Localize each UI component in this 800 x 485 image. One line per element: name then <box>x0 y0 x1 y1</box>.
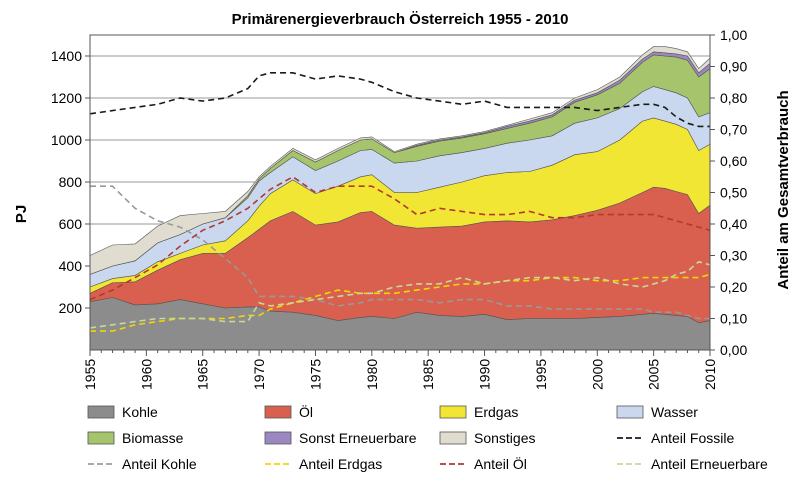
legend-swatch-erdgas <box>439 405 467 419</box>
y2-tick-label: 0,40 <box>720 216 747 232</box>
x-tick-label: 1995 <box>533 359 549 390</box>
y2-tick-label: 0,20 <box>720 279 747 295</box>
legend-swatch-sonstiges <box>439 431 467 445</box>
legend-label-oel: Öl <box>299 403 313 420</box>
y-tick-label: 1000 <box>51 132 82 148</box>
y2-tick-label: 0,00 <box>720 342 747 358</box>
y2-tick-label: 0,80 <box>720 90 747 106</box>
y-tick-label: 400 <box>59 258 83 274</box>
legend-label-sonstiges: Sonstiges <box>474 430 535 446</box>
x-tick-label: 1990 <box>477 359 493 390</box>
left-axis-ticks: 200 400 600 800 1000 1200 1400 <box>51 48 90 316</box>
line-anteil-fossile <box>89 72 710 128</box>
legend-label-sonst-erneuerbare: Sonst Erneuerbare <box>299 430 417 446</box>
x-tick-label: 1980 <box>364 359 380 390</box>
right-axis-ticks: 0,00 0,10 0,20 0,30 0,40 0,50 0,60 0,70 0,80 0,90… <box>710 27 747 358</box>
legend-label-anteil-fossile: Anteil Fossile <box>651 430 734 446</box>
y2-tick-label: 0,50 <box>720 185 747 201</box>
legend-label-anteil-erneuerbare: Anteil Erneuerbare <box>651 456 768 472</box>
y2-tick-label: 0,90 <box>720 59 747 75</box>
y-tick-label: 1200 <box>51 90 82 106</box>
legend-label-wasser: Wasser <box>651 404 698 420</box>
y-tick-label: 600 <box>59 216 83 232</box>
legend-swatch-wasser <box>616 405 644 419</box>
x-tick-label: 2005 <box>646 359 662 390</box>
plot-area <box>89 34 711 351</box>
y2-tick-label: 0,10 <box>720 311 747 327</box>
legend-label-anteil-oel: Anteil Öl <box>474 455 527 472</box>
legend-label-erdgas: Erdgas <box>474 404 518 420</box>
chart-title: Primärenergieverbrauch Österreich 1955 -… <box>232 11 569 28</box>
y2-tick-label: 0,70 <box>720 122 747 138</box>
y2-axis-label: Anteil am Gesamtverbrauch <box>775 90 792 289</box>
line-anteil-kohle <box>90 185 710 320</box>
legend-swatch-sonst-erneuerbare <box>264 431 292 445</box>
y-tick-label: 800 <box>59 174 83 190</box>
y2-tick-label: 0,30 <box>720 248 747 264</box>
y-tick-label: 1400 <box>51 48 82 64</box>
line-anteil-erdgas <box>90 273 711 332</box>
legend-swatch-biomasse <box>87 431 115 445</box>
y-tick-label: 200 <box>59 300 83 316</box>
x-tick-label: 1965 <box>195 359 211 390</box>
y2-tick-label: 0,60 <box>720 153 747 169</box>
legend: Kohle Öl Erdgas Wasser Biomasse Sonst Erneuer… <box>87 403 768 472</box>
share-lines <box>89 72 711 332</box>
line-anteil-oel <box>89 175 711 301</box>
line-anteil-erneuerbare <box>89 260 711 329</box>
x-tick-label: 2000 <box>589 359 605 390</box>
x-tick-label: 1985 <box>420 359 436 390</box>
legend-label-anteil-kohle: Anteil Kohle <box>122 456 197 472</box>
legend-swatch-oel <box>264 405 292 419</box>
x-tick-label: 2010 <box>702 359 718 390</box>
stacked-areas <box>89 46 711 351</box>
x-tick-label: 1955 <box>82 359 98 390</box>
x-tick-label: 1975 <box>308 359 324 390</box>
x-axis-ticks: 1955 1960 1965 1970 1975 1980 1985 1990 1995 2000… <box>82 350 718 390</box>
legend-label-anteil-erdgas: Anteil Erdgas <box>299 456 382 472</box>
legend-swatch-kohle <box>87 405 115 419</box>
y2-tick-label: 1,00 <box>720 27 747 43</box>
x-tick-label: 1970 <box>251 359 267 390</box>
x-tick-label: 1960 <box>138 359 154 390</box>
legend-label-kohle: Kohle <box>122 404 158 420</box>
y-axis-label: PJ <box>13 205 30 223</box>
legend-label-biomasse: Biomasse <box>122 430 184 446</box>
